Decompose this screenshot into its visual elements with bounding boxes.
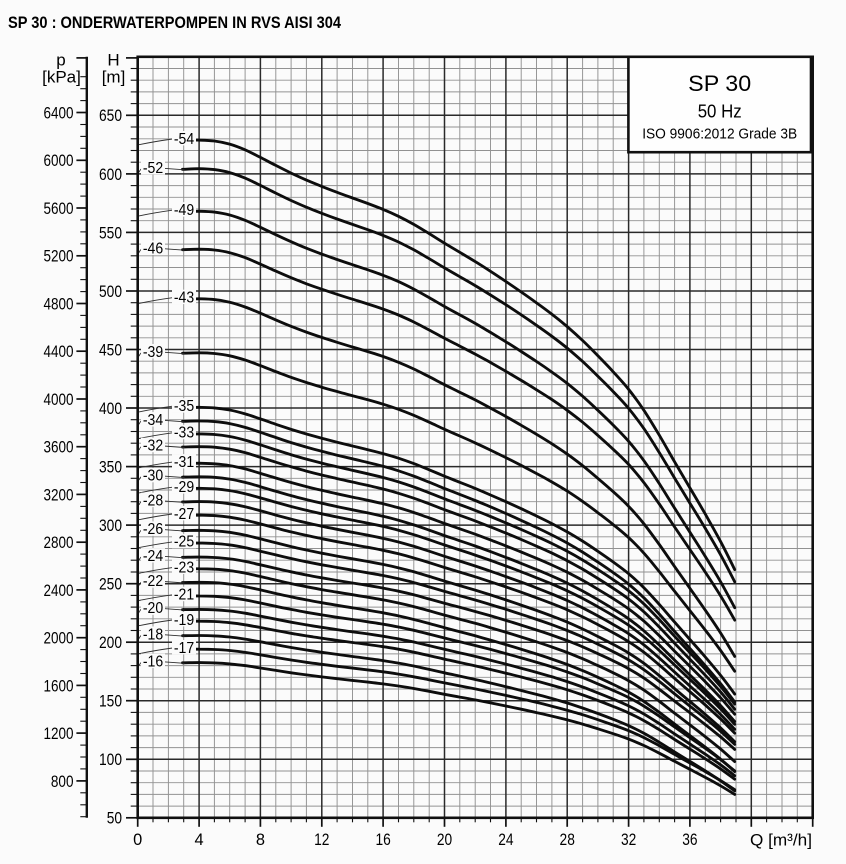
svg-text:-17: -17 [174, 640, 194, 657]
svg-text:-28: -28 [143, 493, 163, 510]
svg-text:50: 50 [107, 810, 122, 828]
svg-text:-35: -35 [174, 398, 194, 415]
svg-text:[kPa]: [kPa] [42, 68, 81, 87]
svg-text:450: 450 [99, 341, 122, 359]
svg-text:4400: 4400 [44, 343, 74, 361]
svg-text:8: 8 [256, 831, 265, 849]
svg-text:12: 12 [314, 831, 329, 849]
svg-text:H: H [107, 51, 119, 70]
svg-text:SP 30: SP 30 [688, 71, 751, 96]
svg-text:16: 16 [375, 831, 390, 849]
svg-text:50 Hz: 50 Hz [698, 102, 742, 122]
svg-text:ISO 9906:2012 Grade 3B: ISO 9906:2012 Grade 3B [642, 125, 797, 142]
svg-text:-29: -29 [174, 479, 194, 496]
svg-text:-31: -31 [174, 454, 194, 471]
svg-text:250: 250 [99, 576, 122, 594]
svg-text:4: 4 [195, 831, 204, 849]
svg-text:1600: 1600 [44, 677, 74, 695]
svg-text:[m]: [m] [102, 68, 126, 87]
svg-text:-34: -34 [143, 412, 163, 429]
svg-text:20: 20 [437, 831, 452, 849]
svg-text:300: 300 [99, 517, 122, 535]
svg-text:200: 200 [99, 634, 122, 652]
svg-text:550: 550 [99, 224, 122, 242]
svg-text:150: 150 [99, 693, 122, 711]
svg-text:-23: -23 [174, 559, 194, 576]
svg-text:24: 24 [498, 831, 513, 849]
svg-text:-21: -21 [174, 587, 194, 604]
svg-text:-33: -33 [174, 425, 194, 442]
svg-text:-39: -39 [143, 344, 163, 361]
svg-text:Q [m³/h]: Q [m³/h] [750, 831, 812, 850]
svg-text:800: 800 [51, 773, 74, 791]
svg-text:36: 36 [682, 831, 697, 849]
svg-text:6400: 6400 [44, 104, 74, 122]
svg-text:-18: -18 [143, 626, 163, 643]
svg-text:2400: 2400 [44, 582, 74, 600]
svg-text:-22: -22 [143, 573, 163, 590]
svg-text:2800: 2800 [44, 534, 74, 552]
svg-text:-49: -49 [174, 202, 194, 219]
svg-text:3600: 3600 [44, 439, 74, 457]
svg-text:4800: 4800 [44, 295, 74, 313]
svg-text:3200: 3200 [44, 486, 74, 504]
svg-text:-26: -26 [143, 521, 163, 538]
svg-text:350: 350 [99, 459, 122, 477]
svg-text:-25: -25 [174, 534, 194, 551]
svg-text:-46: -46 [143, 240, 163, 257]
svg-text:-19: -19 [174, 612, 194, 629]
svg-text:-24: -24 [143, 548, 163, 565]
svg-text:5600: 5600 [44, 200, 74, 218]
svg-text:5200: 5200 [44, 248, 74, 266]
svg-text:-32: -32 [143, 438, 163, 455]
svg-text:-43: -43 [174, 290, 194, 307]
svg-text:400: 400 [99, 400, 122, 418]
svg-text:28: 28 [560, 831, 575, 849]
svg-text:SP 30 : ONDERWATERPOMPEN IN RV: SP 30 : ONDERWATERPOMPEN IN RVS AISI 304 [8, 14, 341, 32]
svg-text:-54: -54 [174, 131, 194, 148]
svg-text:500: 500 [99, 283, 122, 301]
svg-text:32: 32 [621, 831, 636, 849]
svg-text:2000: 2000 [44, 630, 74, 648]
svg-text:-16: -16 [143, 653, 163, 670]
svg-text:-27: -27 [174, 506, 194, 523]
svg-text:-30: -30 [143, 468, 163, 485]
svg-text:6000: 6000 [44, 152, 74, 170]
svg-text:1200: 1200 [44, 725, 74, 743]
svg-text:p: p [56, 51, 65, 70]
svg-text:-52: -52 [143, 160, 163, 177]
svg-text:4000: 4000 [44, 391, 74, 409]
svg-text:600: 600 [99, 166, 122, 184]
svg-text:0: 0 [133, 831, 142, 849]
svg-text:650: 650 [99, 107, 122, 125]
svg-text:100: 100 [99, 751, 122, 769]
svg-text:-20: -20 [143, 600, 163, 617]
